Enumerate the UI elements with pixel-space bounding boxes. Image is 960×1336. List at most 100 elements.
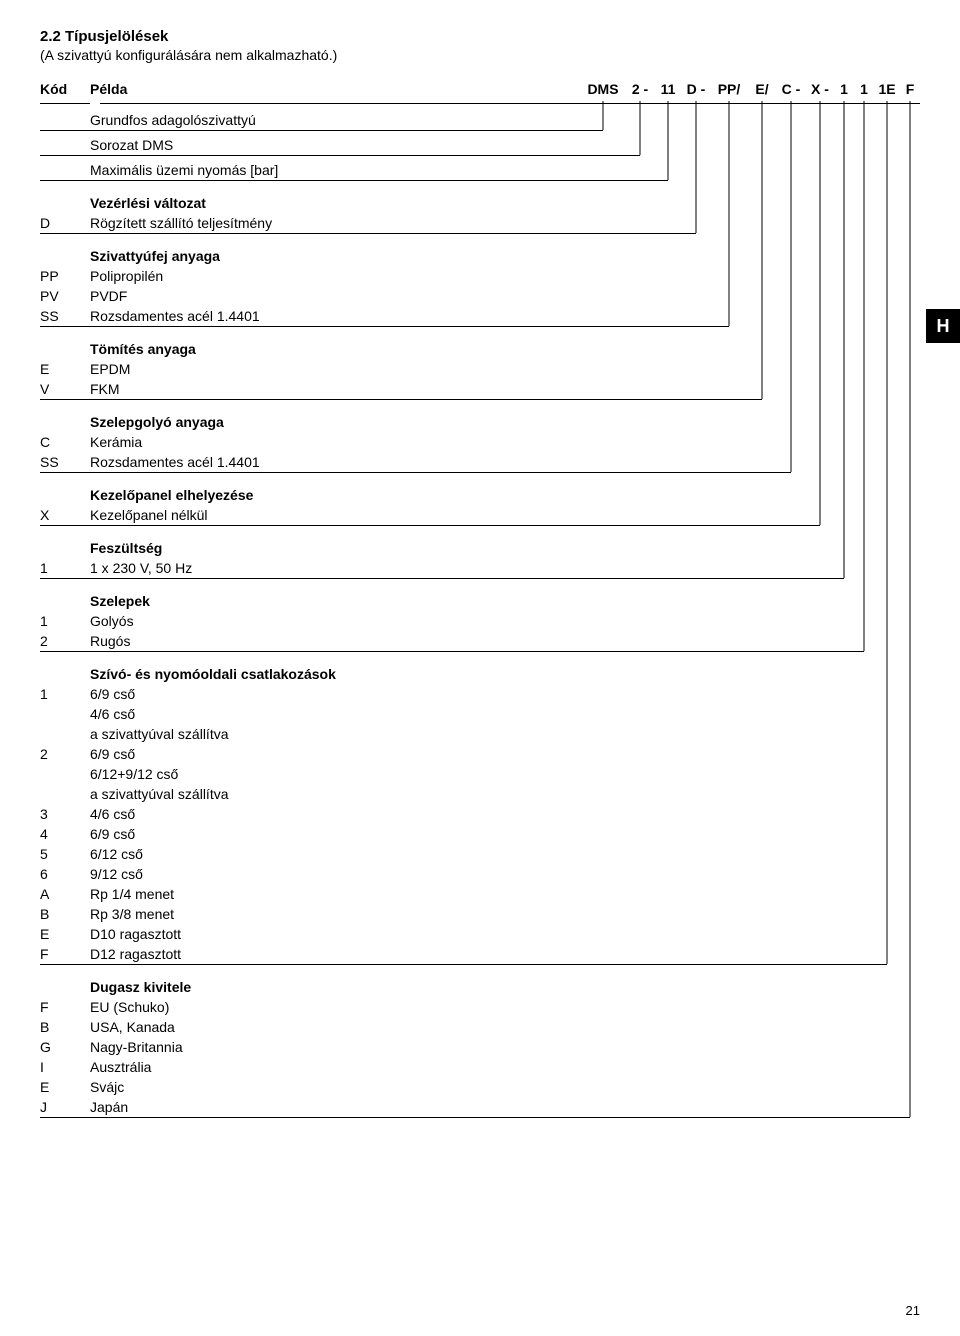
section-text: 6/9 cső [90, 826, 135, 842]
section-text: D12 ragasztott [90, 946, 181, 962]
section-code: PV [40, 288, 90, 304]
section-code: 2 [40, 746, 90, 762]
section-code: 3 [40, 806, 90, 822]
type-code-cell: C - [776, 81, 806, 103]
section-rule [40, 1117, 910, 1118]
section-code: B [40, 906, 90, 922]
section-text: 6/9 cső [90, 686, 135, 702]
section-line: FEU (Schuko) [40, 997, 920, 1017]
section-line: 56/12 cső [40, 844, 920, 864]
section-line: SSRozsdamentes acél 1.4401 [40, 306, 920, 326]
section-text: 6/12+9/12 cső [90, 766, 178, 782]
section-text: Rozsdamentes acél 1.4401 [90, 308, 260, 324]
section-text: EU (Schuko) [90, 999, 169, 1015]
page-subtitle: (A szivattyú konfigurálására nem alkalma… [40, 47, 920, 63]
section-line: Grundfos adagolószivattyú [40, 110, 920, 130]
section-code: C [40, 434, 90, 450]
section-line: Sorozat DMS [40, 135, 920, 155]
section-text: Polipropilén [90, 268, 163, 284]
section-text: Maximális üzemi nyomás [bar] [90, 162, 278, 178]
section-code: SS [40, 454, 90, 470]
type-code-cell: 2 - [626, 81, 654, 103]
section-line: ED10 ragasztott [40, 924, 920, 944]
section-text: Rp 3/8 menet [90, 906, 174, 922]
section-line: 4/6 cső [40, 704, 920, 724]
section-text: Golyós [90, 613, 134, 629]
section-text: 1 x 230 V, 50 Hz [90, 560, 192, 576]
section-line: JJapán [40, 1097, 920, 1117]
section-code: 2 [40, 633, 90, 649]
section-code: 1 [40, 686, 90, 702]
section-code: SS [40, 308, 90, 324]
section-line: 2Rugós [40, 631, 920, 651]
type-code-cell: 1E [874, 81, 900, 103]
section-code: V [40, 381, 90, 397]
section-line: 1Golyós [40, 611, 920, 631]
section-line: 69/12 cső [40, 864, 920, 884]
section-code: I [40, 1059, 90, 1075]
section-text: Ausztrália [90, 1059, 151, 1075]
section-text: 4/6 cső [90, 706, 135, 722]
section-text: Rögzített szállító teljesítmény [90, 215, 272, 231]
section-text: D10 ragasztott [90, 926, 181, 942]
section-text: 4/6 cső [90, 806, 135, 822]
header-rule [40, 103, 90, 104]
section-title: Feszültség [40, 536, 920, 558]
section-code: A [40, 886, 90, 902]
section-text: a szivattyúval szállítva [90, 726, 229, 742]
section-line: a szivattyúval szállítva [40, 724, 920, 744]
section-title: Vezérlési változat [40, 191, 920, 213]
type-code-cell: 11 [654, 81, 682, 103]
section-line: 46/9 cső [40, 824, 920, 844]
section-text: Nagy-Britannia [90, 1039, 183, 1055]
section-line: ARp 1/4 menet [40, 884, 920, 904]
section-text: USA, Kanada [90, 1019, 175, 1035]
section-code: 6 [40, 866, 90, 882]
section-line: BUSA, Kanada [40, 1017, 920, 1037]
section-title: Kezelőpanel elhelyezése [40, 483, 920, 505]
section-code: G [40, 1039, 90, 1055]
section-text: Rugós [90, 633, 130, 649]
section-text: Svájc [90, 1079, 124, 1095]
type-code-cell: F [900, 81, 920, 103]
section-code: X [40, 507, 90, 523]
section-text: PVDF [90, 288, 127, 304]
section-line: BRp 3/8 menet [40, 904, 920, 924]
page-title: 2.2 Típusjelölések [40, 28, 920, 45]
section-code: D [40, 215, 90, 231]
section-line: GNagy-Britannia [40, 1037, 920, 1057]
section-code: E [40, 926, 90, 942]
section-title: Tömítés anyaga [40, 337, 920, 359]
section-code: 1 [40, 613, 90, 629]
section-text: EPDM [90, 361, 130, 377]
section-line: Maximális üzemi nyomás [bar] [40, 160, 920, 180]
section-text: Sorozat DMS [90, 137, 173, 153]
section-text: 6/12 cső [90, 846, 143, 862]
header-kod: Kód [40, 81, 90, 103]
section-line: 11 x 230 V, 50 Hz [40, 558, 920, 578]
page-number: 21 [906, 1303, 920, 1318]
section-title: Szívó- és nyomóoldali csatlakozások [40, 662, 920, 684]
type-code-cell: PP/ [710, 81, 748, 103]
section-title: Szivattyúfej anyaga [40, 244, 920, 266]
header-rule [100, 103, 920, 104]
type-code-cell: 1 [834, 81, 854, 103]
section-code: 5 [40, 846, 90, 862]
section-code: 4 [40, 826, 90, 842]
section-line: 16/9 cső [40, 684, 920, 704]
section-line: FD12 ragasztott [40, 944, 920, 964]
section-text: a szivattyúval szállítva [90, 786, 229, 802]
section-code: J [40, 1099, 90, 1115]
section-code: F [40, 999, 90, 1015]
section-code: E [40, 361, 90, 377]
section-line: IAusztrália [40, 1057, 920, 1077]
section-line: a szivattyúval szállítva [40, 784, 920, 804]
section-text: 6/9 cső [90, 746, 135, 762]
section-text: 9/12 cső [90, 866, 143, 882]
section-text: Kezelőpanel nélkül [90, 507, 208, 523]
section-line: PPPolipropilén [40, 266, 920, 286]
section-code: 1 [40, 560, 90, 576]
section-text: Rozsdamentes acél 1.4401 [90, 454, 260, 470]
section-line: CKerámia [40, 432, 920, 452]
type-code-cell: 1 [854, 81, 874, 103]
